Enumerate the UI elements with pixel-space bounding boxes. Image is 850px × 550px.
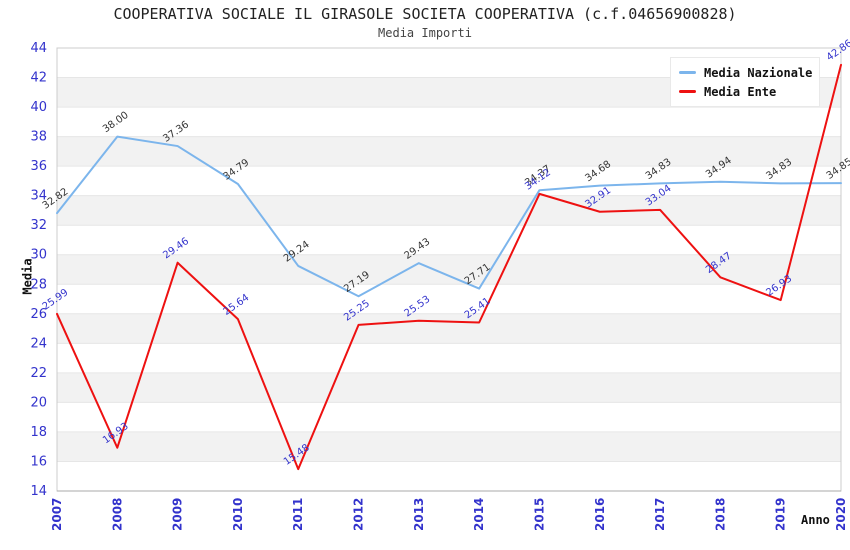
series-line-media-ente xyxy=(56,63,842,471)
x-tick-label: 2009 xyxy=(171,498,185,531)
x-tick-label: 2017 xyxy=(653,498,667,531)
media-ente-line-swatch-icon xyxy=(679,90,696,93)
y-axis-title: Media xyxy=(20,258,35,295)
x-tick-label: 2008 xyxy=(110,498,124,531)
y-tick-label: 22 xyxy=(30,366,47,381)
plot-band xyxy=(57,254,841,285)
x-tick-label: 2013 xyxy=(412,498,426,531)
x-tick-label: 2020 xyxy=(834,498,848,531)
x-tick-label: 2014 xyxy=(472,498,486,531)
series-line-media-nazionale xyxy=(56,135,842,298)
chart-subtitle: Media Importi xyxy=(378,26,472,40)
y-tick-label: 24 xyxy=(30,336,47,351)
data-label: 42.86 xyxy=(825,38,850,63)
y-tick-label: 14 xyxy=(30,484,47,499)
y-tick-label: 20 xyxy=(30,395,47,410)
y-tick-label: 34 xyxy=(30,189,47,204)
x-tick-label: 2019 xyxy=(774,498,788,531)
y-tick-label: 16 xyxy=(30,454,47,469)
y-tick-label: 42 xyxy=(30,71,47,86)
legend-item-media-nazionale[interactable]: Media Nazionale xyxy=(679,63,813,82)
x-axis-title: Anno xyxy=(801,513,830,527)
x-tick-label: 2012 xyxy=(352,498,366,531)
y-tick-label: 18 xyxy=(30,425,47,440)
x-tick-label: 2010 xyxy=(231,498,245,531)
y-tick-label: 32 xyxy=(30,218,47,233)
plot-band xyxy=(57,372,841,403)
legend-item-media-ente[interactable]: Media Ente xyxy=(679,82,811,101)
y-tick-label: 36 xyxy=(30,159,47,174)
x-tick-label: 2007 xyxy=(50,498,64,531)
y-tick-label: 28 xyxy=(30,277,47,292)
y-tick-label: 30 xyxy=(30,248,47,263)
plot-band xyxy=(57,195,841,226)
data-label: 38.00 xyxy=(101,110,131,135)
x-tick-label: 2018 xyxy=(713,498,727,531)
legend-label-media-ente: Media Ente xyxy=(704,84,777,99)
x-tick-label: 2016 xyxy=(593,498,607,531)
legend-label-media-nazionale: Media Nazionale xyxy=(704,65,813,80)
chart-title: COOPERATIVA SOCIALE IL GIRASOLE SOCIETA … xyxy=(113,5,737,23)
x-tick-label: 2011 xyxy=(291,498,305,531)
y-tick-label: 26 xyxy=(30,307,47,322)
y-tick-label: 38 xyxy=(30,130,47,145)
y-tick-label: 40 xyxy=(30,100,47,115)
y-tick-label: 44 xyxy=(30,41,47,56)
legend: Media Nazionale Media Ente xyxy=(670,57,820,107)
plot-band xyxy=(57,431,841,462)
media-nazionale-line-swatch-icon xyxy=(679,71,696,74)
plot-band xyxy=(57,313,841,344)
x-tick-label: 2015 xyxy=(532,498,546,531)
